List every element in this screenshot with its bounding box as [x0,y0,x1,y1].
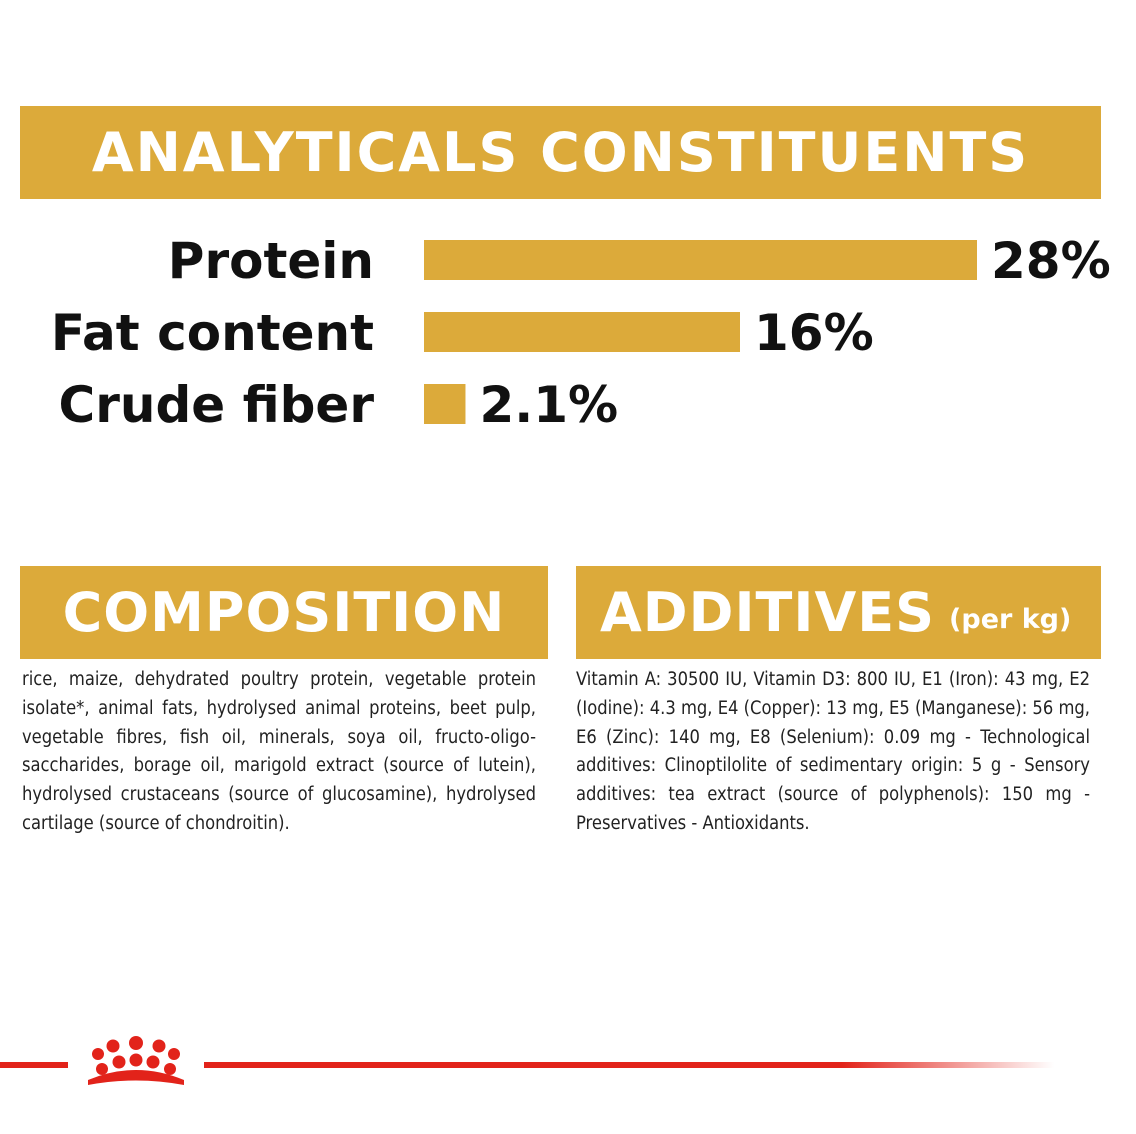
additives-title: ADDITIVES [600,581,936,644]
value-label: 16% [754,304,874,362]
additives-text: Vitamin A: 30500 IU, Vitamin D3: 800 IU,… [576,669,1090,834]
category-label: Fat content [51,304,374,362]
analytical-constituents-title: ANALYTICALS CONSTITUENTS [91,121,1030,184]
bar [424,240,977,280]
bar [424,312,740,352]
brand-stripe-right [204,1062,1054,1068]
category-label: Protein [168,232,374,290]
value-label: 28% [991,232,1111,290]
brand-footer [0,1036,1054,1085]
composition-banner: COMPOSITION [20,566,548,659]
additives-title-suffix: (per kg) [949,604,1072,635]
bar [424,384,466,424]
analytical-constituents-banner: ANALYTICALS CONSTITUENTS [20,106,1101,199]
constituents-bar-chart: Protein 28% Fat content 16% Crude fiber 2.1% [51,232,1111,434]
composition-text: rice, maize, dehydrated poultry protein,… [22,669,536,834]
brand-stripe-left [0,1062,68,1068]
category-label: Crude fiber [59,376,375,434]
additives-banner: ADDITIVES (per kg) [576,566,1101,659]
value-label: 2.1% [479,376,618,434]
crown-icon [88,1036,184,1085]
composition-title: COMPOSITION [62,581,506,644]
